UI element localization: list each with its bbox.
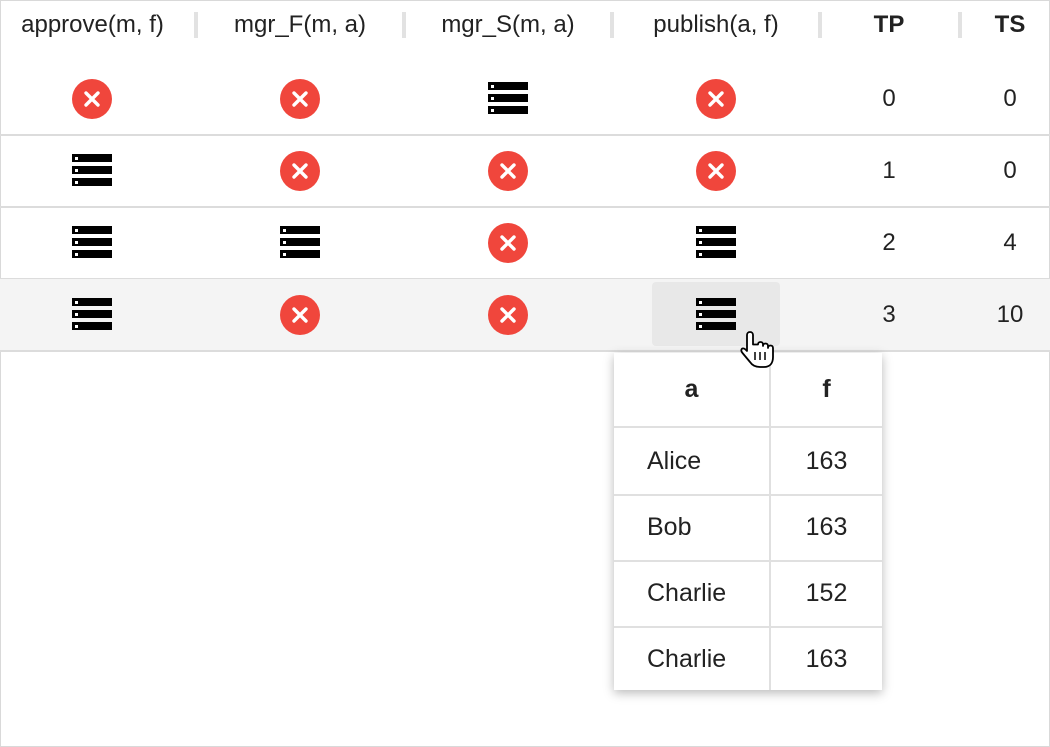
- x-circle-icon: [488, 150, 528, 191]
- relation-cell[interactable]: [448, 207, 568, 278]
- popup-row: Bob 163: [614, 494, 882, 562]
- tp-value: 0: [882, 84, 896, 112]
- popup-cell-a: Bob: [647, 512, 692, 541]
- relation-cell[interactable]: [32, 135, 152, 206]
- list-icon: [72, 297, 112, 332]
- popup-cell-f: 163: [805, 644, 848, 673]
- relation-cell[interactable]: [656, 63, 776, 134]
- column-header-approve[interactable]: approve(m, f): [21, 11, 164, 38]
- relation-cell[interactable]: [448, 135, 568, 206]
- column-resize-handle[interactable]: [194, 12, 198, 38]
- relation-popup: a f Alice 163 Bob 163 Charlie 152 Charlie 163: [614, 353, 882, 690]
- relation-cell[interactable]: [656, 207, 776, 278]
- list-icon: [72, 225, 112, 260]
- list-icon: [72, 153, 112, 188]
- popup-cell-a: Charlie: [647, 578, 727, 607]
- x-circle-icon: [488, 294, 528, 335]
- ts-value: 0: [1003, 84, 1017, 112]
- relation-cell[interactable]: [448, 279, 568, 350]
- ts-value: 4: [1003, 228, 1017, 256]
- popup-cell-f: 163: [805, 446, 848, 475]
- column-header-tp[interactable]: TP: [873, 11, 905, 38]
- list-icon: [280, 225, 320, 260]
- relation-cell[interactable]: [240, 135, 360, 206]
- list-icon: [696, 225, 736, 260]
- relation-cell[interactable]: [240, 279, 360, 350]
- list-icon: [488, 81, 528, 116]
- popup-row: Charlie 152: [614, 560, 882, 628]
- relation-cell[interactable]: [32, 279, 152, 350]
- x-circle-icon: [280, 150, 320, 191]
- tp-value: 2: [882, 228, 896, 256]
- table-row[interactable]: 3 10: [0, 279, 1050, 352]
- popup-cell-f: 152: [805, 578, 848, 607]
- column-header-mgr-s[interactable]: mgr_S(m, a): [441, 11, 575, 38]
- relation-cell[interactable]: [448, 63, 568, 134]
- relation-cell[interactable]: [656, 135, 776, 206]
- popup-cell-a: Charlie: [647, 644, 727, 673]
- x-circle-icon: [72, 78, 112, 119]
- hand-pointer-cursor: [740, 330, 774, 375]
- ts-value: 0: [1003, 156, 1017, 184]
- column-header-publish[interactable]: publish(a, f): [653, 11, 779, 38]
- popup-cell-a: Alice: [647, 446, 702, 475]
- x-circle-icon: [488, 222, 528, 263]
- ts-value: 10: [996, 300, 1024, 328]
- column-header-mgr-f[interactable]: mgr_F(m, a): [234, 11, 366, 38]
- x-circle-icon: [280, 78, 320, 119]
- column-resize-handle[interactable]: [610, 12, 614, 38]
- list-icon: [696, 297, 736, 332]
- tp-value: 1: [882, 156, 896, 184]
- relation-cell[interactable]: [240, 63, 360, 134]
- popup-header-a: a: [684, 375, 699, 403]
- relation-cell[interactable]: [32, 63, 152, 134]
- relation-cell[interactable]: [32, 207, 152, 278]
- relation-cell[interactable]: [656, 279, 776, 350]
- x-circle-icon: [280, 294, 320, 335]
- relation-cell[interactable]: [240, 207, 360, 278]
- x-circle-icon: [696, 150, 736, 191]
- popup-row: Alice 163: [614, 428, 882, 496]
- column-resize-handle[interactable]: [958, 12, 962, 38]
- column-resize-handle[interactable]: [402, 12, 406, 38]
- column-header-ts[interactable]: TS: [994, 11, 1026, 38]
- popup-header-f: f: [822, 375, 831, 403]
- popup-column-divider: [769, 353, 771, 690]
- column-resize-handle[interactable]: [818, 12, 822, 38]
- popup-row: Charlie 163: [614, 626, 882, 692]
- tp-value: 3: [882, 300, 896, 328]
- popup-cell-f: 163: [805, 512, 848, 541]
- table-header: approve(m, f) mgr_F(m, a) mgr_S(m, a) pu…: [0, 0, 1050, 50]
- x-circle-icon: [696, 78, 736, 119]
